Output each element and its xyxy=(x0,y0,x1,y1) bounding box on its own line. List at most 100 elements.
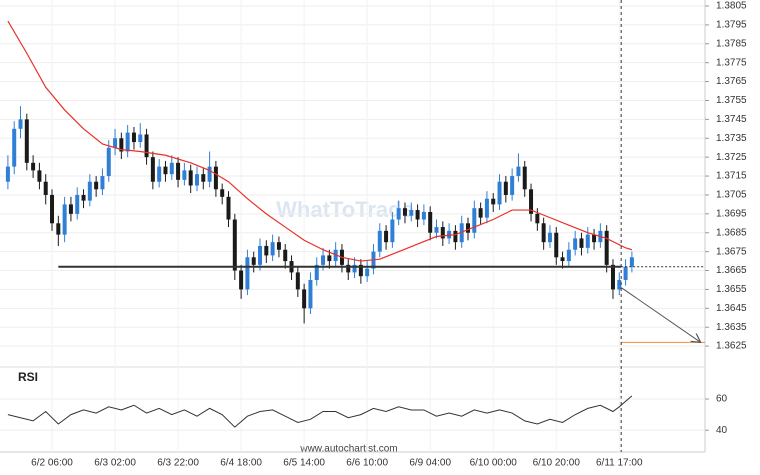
candle-body xyxy=(207,166,212,182)
candle-body xyxy=(610,264,615,290)
candle-body xyxy=(18,119,23,129)
y-tick-label: 1.3695 xyxy=(716,208,747,219)
candle-body xyxy=(453,230,458,243)
candle-body xyxy=(623,266,628,280)
candle-body xyxy=(176,162,181,180)
candle-body xyxy=(535,213,540,224)
candle-body xyxy=(113,138,118,148)
candle-body xyxy=(264,245,269,256)
candle-body xyxy=(358,264,363,277)
y-tick-label: 1.3725 xyxy=(716,152,747,163)
candle-body xyxy=(421,211,426,220)
candle-body xyxy=(321,255,326,265)
y-tick-label: 1.3705 xyxy=(716,190,747,201)
candle-body xyxy=(579,238,584,248)
candle-body xyxy=(106,147,111,177)
candle-body xyxy=(37,170,42,182)
candle-body xyxy=(585,234,590,248)
candle-body xyxy=(510,176,515,195)
candle-body xyxy=(295,272,300,290)
candle-body xyxy=(5,166,10,182)
candle-body xyxy=(484,198,489,218)
candle-body xyxy=(346,264,351,273)
candle-body xyxy=(503,181,508,195)
candle-body xyxy=(138,134,143,143)
y-tick-label: 1.3765 xyxy=(716,76,747,87)
candle-body xyxy=(327,255,332,262)
candle-body xyxy=(377,230,382,252)
candle-body xyxy=(409,210,414,216)
x-tick-label: 6/10 00:00 xyxy=(470,458,518,469)
candle-body xyxy=(62,204,67,235)
candle-body xyxy=(220,189,225,197)
candle-body xyxy=(245,257,250,290)
candle-body xyxy=(258,245,263,265)
x-tick-label: 6/5 14:00 xyxy=(283,458,325,469)
y-tick-label: 1.3805 xyxy=(716,1,747,12)
x-tick-label: 6/3 02:00 xyxy=(94,458,136,469)
candle-body xyxy=(566,249,571,262)
candle-body xyxy=(283,249,288,262)
x-tick-label: 6/10 20:00 xyxy=(533,458,581,469)
x-tick-label: 6/4 18:00 xyxy=(220,458,262,469)
candle-body xyxy=(75,194,80,214)
y-tick-label: 1.3665 xyxy=(716,265,747,276)
candle-body xyxy=(302,289,307,309)
watermark: WhatToTrade xyxy=(276,197,414,222)
candle-body xyxy=(390,219,395,243)
candle-body xyxy=(617,279,622,290)
y-tick-label: 1.3745 xyxy=(716,114,747,125)
candle-body xyxy=(194,174,199,186)
candle-body xyxy=(24,119,29,163)
candle-body xyxy=(573,238,578,250)
candle-body xyxy=(150,157,155,182)
candle-body xyxy=(239,270,244,290)
y-tick-label: 1.3735 xyxy=(716,133,747,144)
candle-body xyxy=(447,230,452,239)
candle-body xyxy=(440,227,445,239)
y-tick-label: 1.3785 xyxy=(716,38,747,49)
candle-body xyxy=(402,208,407,216)
candle-body xyxy=(396,208,401,220)
candle-body xyxy=(314,264,319,280)
candle-body xyxy=(157,166,162,182)
candle-body xyxy=(541,223,546,243)
candle-body xyxy=(12,128,17,167)
candle-body xyxy=(497,181,502,205)
candle-body xyxy=(592,234,597,243)
candle-body xyxy=(434,227,439,233)
candle-body xyxy=(251,257,256,265)
x-tick-label: 6/2 06:00 xyxy=(31,458,73,469)
candle-body xyxy=(560,257,565,262)
y-tick-label: 1.3675 xyxy=(716,246,747,257)
x-tick-label: 6/3 22:00 xyxy=(157,458,199,469)
y-tick-label: 1.3755 xyxy=(716,95,747,106)
footer: www.autochartist.com xyxy=(299,444,397,455)
y-tick-label: 1.3685 xyxy=(716,227,747,238)
y-tick-label: 1.3635 xyxy=(716,322,747,333)
candle-body xyxy=(119,138,124,152)
y-tick-label: 1.3715 xyxy=(716,171,747,182)
candle-body xyxy=(213,166,218,190)
candle-body xyxy=(478,208,483,218)
x-tick-label: 6/11 17:00 xyxy=(596,458,643,469)
candle-body xyxy=(144,134,149,158)
candle-body xyxy=(629,257,634,267)
candle-body xyxy=(522,166,527,190)
candle-body xyxy=(428,211,433,233)
pane-title: RSI xyxy=(18,370,38,384)
y-tick-label: 1.3775 xyxy=(716,57,747,68)
candle-body xyxy=(547,232,552,243)
candle-body xyxy=(163,166,168,175)
x-tick-label: 6/6 10:00 xyxy=(346,458,388,469)
candle-body xyxy=(529,189,534,214)
x-tick-label: 6/9 04:00 xyxy=(409,458,451,469)
y-tick-label: 1.3655 xyxy=(716,284,747,295)
candle-body xyxy=(308,279,313,309)
candle-body xyxy=(270,242,275,256)
candle-body xyxy=(466,223,471,233)
candle-body xyxy=(232,219,237,271)
forecast-arrow xyxy=(620,287,700,343)
candle-body xyxy=(182,170,187,180)
